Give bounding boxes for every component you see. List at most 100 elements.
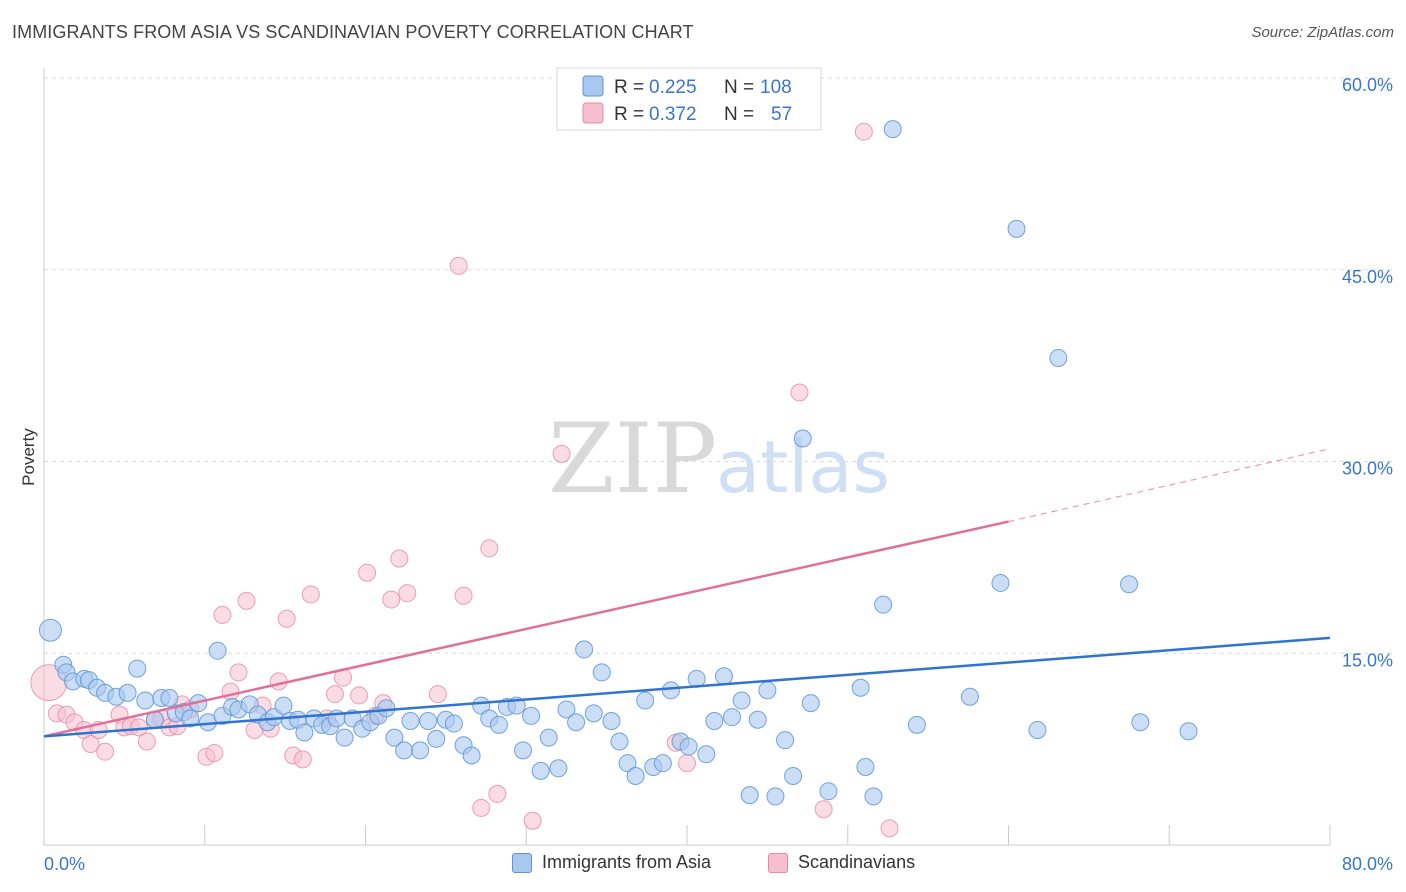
immigrants-from-asia-point	[602, 712, 621, 731]
scandinavians-point	[398, 584, 417, 603]
immigrants-from-asia-point	[907, 715, 926, 734]
immigrants-from-asia-point	[1131, 713, 1150, 732]
immigrants-from-asia-point	[419, 712, 438, 731]
scandinavians-point	[358, 563, 377, 582]
immigrants-from-asia-point	[335, 728, 354, 747]
scandinavians-point	[229, 663, 248, 682]
y-tick-label: 15.0%	[1342, 650, 1393, 670]
immigrants-from-asia-point	[274, 696, 293, 715]
scandinavians-point	[678, 754, 696, 773]
immigrants-from-asia-point	[626, 766, 645, 785]
scandinavians-point	[277, 609, 296, 628]
immigrants-from-asia-point	[584, 704, 603, 723]
scandinavians-point	[472, 798, 491, 817]
immigrants-from-asia-point	[557, 700, 576, 719]
legend-r-label-blue: R =	[614, 77, 644, 98]
chart-title: IMMIGRANTS FROM ASIA VS SCANDINAVIAN POV…	[12, 22, 694, 42]
immigrants-from-asia-point	[758, 681, 777, 700]
immigrants-from-asia-point	[160, 688, 179, 707]
scandinavians-point	[301, 585, 320, 604]
immigrants-from-asia-point	[679, 737, 698, 756]
y-tick-label: 60.0%	[1342, 75, 1393, 95]
immigrants-from-asia-point	[181, 709, 200, 728]
legend-label-immigrants-from-asia: Immigrants from Asia	[542, 852, 712, 872]
immigrants-from-asia-point	[819, 782, 838, 801]
trend-lines	[43, 448, 1331, 738]
immigrants-from-asia-point	[661, 681, 680, 700]
immigrants-from-asia-point	[427, 729, 446, 748]
immigrants-from-asia-point	[776, 731, 795, 750]
immigrants-from-asia-point	[793, 429, 812, 448]
scandinavians-point	[137, 732, 156, 751]
immigrants-from-asia-point	[522, 706, 541, 725]
immigrants-from-asia-point	[38, 618, 62, 642]
scandinavians-point	[96, 742, 115, 761]
scandinavians-point	[854, 122, 873, 141]
y-tick-label: 30.0%	[1342, 459, 1393, 479]
scandinavians-point	[221, 682, 240, 701]
immigrants-from-asia-point	[801, 694, 820, 713]
scandinavians-point	[269, 672, 288, 691]
immigrants-from-asia-point	[539, 728, 558, 747]
immigrants-from-asia-point	[883, 120, 902, 139]
y-axis-label: Poverty	[19, 428, 38, 486]
immigrants-from-asia-point	[618, 754, 637, 773]
scandinavians-point	[480, 539, 499, 558]
immigrants-from-asia-point	[732, 691, 751, 710]
immigrants-from-asia-point	[697, 745, 716, 764]
x-tick-label: 80.0%	[1342, 854, 1393, 874]
immigrants-from-asia-point	[740, 786, 759, 805]
immigrants-from-asia-point	[874, 595, 893, 614]
immigrants-from-asia-point	[856, 758, 875, 777]
immigrants-from-asia-point	[462, 746, 481, 765]
immigrants-from-asia-point	[385, 728, 404, 747]
immigrants-from-asia-point	[567, 713, 586, 732]
immigrants-from-asia-point	[748, 710, 767, 729]
immigrants-from-asia-point	[514, 741, 533, 760]
immigrants-from-asia-point	[766, 787, 785, 806]
legend-swatch-pink	[582, 102, 604, 124]
scandinavians-point	[552, 444, 571, 463]
legend-r-value-blue: 0.225	[649, 77, 697, 98]
immigrants-from-asia-point	[610, 732, 629, 751]
scandinavians-point	[523, 811, 542, 830]
scandinavians-trend-line	[43, 520, 1009, 738]
immigrants-from-asia-point	[1007, 219, 1026, 238]
legend-label-scandinavians: Scandinavians	[798, 852, 916, 872]
immigrants-from-asia-point	[723, 708, 742, 727]
immigrants-from-asia-point	[128, 659, 147, 678]
immigrants-from-asia-point	[549, 759, 568, 778]
immigrants-from-asia-point	[960, 687, 979, 706]
legend-swatch-blue	[582, 75, 604, 97]
immigrants-from-asia-point	[411, 741, 430, 760]
x-axis-ticks	[204, 825, 1331, 845]
scandinavians-trend-extension	[1008, 448, 1331, 523]
watermark: ZIP atlas	[548, 403, 890, 515]
scandinavians-point	[488, 784, 507, 803]
legend-swatch-pink	[768, 852, 788, 873]
scandinavians-point	[428, 685, 447, 704]
immigrants-from-asia-point	[136, 691, 155, 710]
immigrants-from-asia-point	[705, 712, 724, 731]
scandinavians-point	[382, 590, 401, 609]
x-tick-labels: 0.0% 80.0%	[44, 854, 1393, 874]
immigrants-from-asia-point	[531, 761, 550, 780]
legend-bottom: Immigrants from Asia Scandinavians	[0, 850, 1406, 878]
legend-n-label-pink: N =	[724, 104, 754, 125]
immigrants-from-asia-point	[653, 754, 672, 773]
immigrants-from-asia-point	[1120, 575, 1139, 594]
scandinavians-point	[350, 686, 369, 705]
immigrants-from-asia-points	[38, 120, 1198, 806]
legend-top: R = 0.225 N = 108 R = 0.372 N = 57	[556, 67, 822, 131]
legend-r-value-pink: 0.372	[649, 104, 697, 125]
immigrants-from-asia-point	[401, 712, 420, 731]
legend-n-value-blue: 108	[760, 77, 792, 98]
immigrants-from-asia-point	[395, 741, 414, 760]
scandinavians-point	[790, 383, 809, 402]
immigrants-from-asia-point	[489, 715, 508, 734]
y-tick-label: 45.0%	[1342, 267, 1393, 287]
immigrants-from-asia-point	[991, 573, 1010, 592]
immigrants-from-asia-point	[575, 640, 594, 659]
scandinavians-point	[213, 605, 232, 624]
